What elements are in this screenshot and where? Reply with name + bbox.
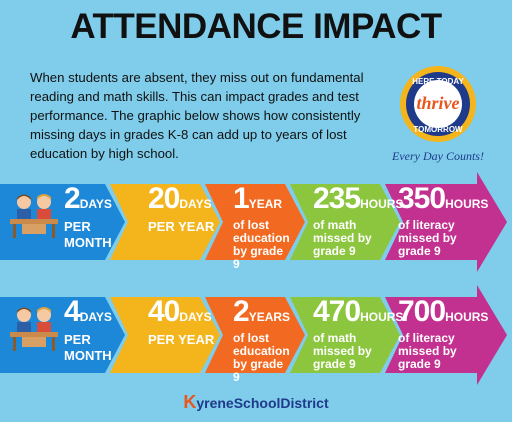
days-per-month-stat: 4DAYS PER MONTH bbox=[64, 297, 124, 373]
stat-line-2: education bbox=[233, 231, 290, 245]
badge-script-text: thrive bbox=[417, 93, 460, 113]
district-logo: KyreneSchoolDistrict bbox=[0, 392, 512, 413]
district-logo-k: K bbox=[183, 392, 197, 412]
stat-line-1: of lost bbox=[233, 331, 269, 345]
badge-top-text: HERE TODAY bbox=[412, 77, 464, 86]
stat-unit: DAYS bbox=[79, 197, 112, 211]
stat-line-1: of literacy bbox=[398, 218, 455, 232]
stat-unit: HOURS bbox=[360, 310, 404, 324]
stat-number: 700 bbox=[398, 295, 446, 328]
stat-line-2: missed by bbox=[313, 344, 372, 358]
stat-unit: YEARS bbox=[248, 310, 291, 324]
badge-tagline: Every Day Counts! bbox=[391, 149, 484, 163]
years-lost-stat: 1YEAR of lost education by grade 9 bbox=[233, 182, 293, 271]
days-per-month-stat: 2DAYS PER MONTH bbox=[64, 184, 124, 260]
stat-unit: HOURS bbox=[445, 197, 489, 211]
math-hours-stat: 235HOURS of math missed by grade 9 bbox=[313, 182, 403, 260]
stat-number: 4 bbox=[64, 295, 81, 328]
stat-line-2: missed by bbox=[398, 344, 457, 358]
stat-line-3: by grade 9 bbox=[233, 244, 284, 271]
stat-unit: DAYS bbox=[179, 310, 212, 324]
stat-number: 2 bbox=[64, 182, 81, 215]
stat-line-2: education bbox=[233, 344, 290, 358]
stat-line-2: missed by bbox=[398, 231, 457, 245]
stat-line-1: of math bbox=[313, 218, 357, 232]
stat-line-3: grade 9 bbox=[313, 244, 356, 258]
badge-bottom-text: TOMORROW bbox=[413, 125, 463, 134]
blue-arrow bbox=[0, 184, 125, 260]
stat-line-3: grade 9 bbox=[313, 357, 356, 371]
thrive-badge-logo: HERE TODAY thrive TOMORROW Every Day Cou… bbox=[391, 66, 484, 163]
stat-unit: HOURS bbox=[360, 197, 404, 211]
stat-line-3: grade 9 bbox=[398, 244, 441, 258]
stat-number: 40 bbox=[148, 295, 180, 328]
orange-arrow bbox=[205, 297, 305, 373]
orange-arrow bbox=[205, 184, 305, 260]
students-at-desk-icon bbox=[10, 307, 58, 351]
stat-unit: DAYS bbox=[79, 310, 112, 324]
green-arrow bbox=[290, 297, 400, 373]
intro-paragraph: When students are absent, they miss out … bbox=[30, 70, 364, 161]
magenta-arrow bbox=[385, 172, 507, 272]
days-per-year-stat: 20DAYS PER YEAR bbox=[148, 184, 218, 260]
stat-number: 1 bbox=[233, 182, 250, 215]
days-per-year-stat: 40DAYS PER YEAR bbox=[148, 297, 218, 373]
math-hours-stat: 470HOURS of math missed by grade 9 bbox=[313, 295, 403, 373]
page-title: ATTENDANCE IMPACT bbox=[70, 7, 442, 46]
stat-unit: DAYS bbox=[179, 197, 212, 211]
stat-subtitle: PER MONTH bbox=[64, 219, 112, 250]
district-name: yreneSchoolDistrict bbox=[196, 395, 329, 411]
stat-line-2: missed by bbox=[313, 231, 372, 245]
impact-row-1: 2DAYS PER MONTH 20DAYS PER YEAR 1YEAR of lost… bbox=[0, 170, 512, 274]
impact-row-2: 4DAYS PER MONTH 40DAYS PER YEAR 2YEARS of los… bbox=[0, 283, 512, 387]
stat-subtitle: PER MONTH bbox=[64, 332, 112, 363]
literacy-hours-stat: 350HOURS of literacy missed by grade 9 bbox=[398, 184, 498, 260]
stat-number: 2 bbox=[233, 295, 250, 328]
arrow-chain bbox=[0, 285, 507, 385]
stat-line-3: by grade 9 bbox=[233, 357, 284, 384]
stat-line-1: of math bbox=[313, 331, 357, 345]
stat-unit: YEAR bbox=[248, 197, 283, 211]
blue-arrow bbox=[0, 297, 125, 373]
stat-line-3: grade 9 bbox=[398, 357, 441, 371]
green-arrow bbox=[290, 184, 400, 260]
arrow-chain bbox=[0, 172, 507, 272]
stat-subtitle: PER YEAR bbox=[148, 219, 215, 234]
stat-unit: HOURS bbox=[445, 310, 489, 324]
stat-line-1: of literacy bbox=[398, 331, 455, 345]
magenta-arrow bbox=[385, 285, 507, 385]
stat-subtitle: PER YEAR bbox=[148, 332, 215, 347]
literacy-hours-stat: 700HOURS of literacy missed by grade 9 bbox=[398, 297, 498, 373]
stat-number: 350 bbox=[398, 182, 446, 215]
yellow-arrow bbox=[110, 297, 220, 373]
students-at-desk-icon bbox=[10, 194, 58, 238]
stat-number: 20 bbox=[148, 182, 180, 215]
years-lost-stat: 2YEARS of lost education by grade 9 bbox=[233, 295, 293, 384]
yellow-arrow bbox=[110, 184, 220, 260]
stat-number: 470 bbox=[313, 295, 361, 328]
stat-number: 235 bbox=[313, 182, 361, 215]
stat-line-1: of lost bbox=[233, 218, 269, 232]
